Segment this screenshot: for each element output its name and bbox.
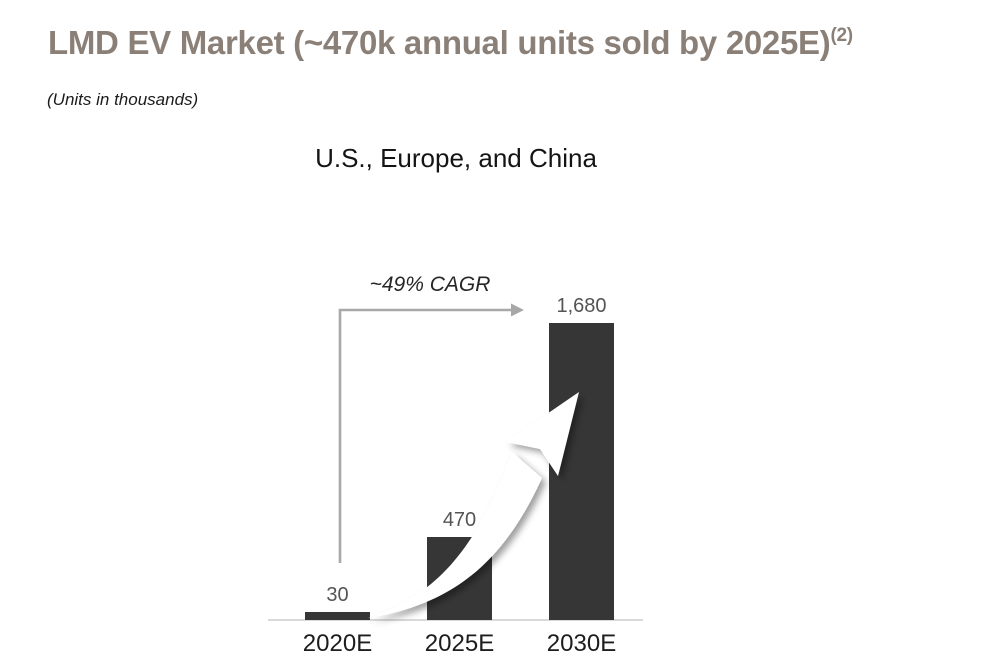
bar-2025e (427, 537, 492, 620)
x-tick-2025e: 2025E (424, 630, 495, 657)
bar-value-label: 470 (442, 509, 477, 531)
cagr-bracket-arrowhead-icon (511, 303, 524, 317)
bar-value-label: 30 (326, 584, 349, 606)
bar-group-2025e: 470 (427, 509, 492, 620)
cagr-annotation-label: ~49% CAGR (369, 273, 491, 296)
bar-2020e (305, 612, 370, 620)
page-title-text: LMD EV Market (~470k annual units sold b… (48, 24, 831, 61)
footnote-reference: (2) (830, 25, 853, 46)
bar-group-2020e: 30 (305, 584, 370, 620)
x-tick-2030e: 2030E (546, 630, 617, 657)
units-note: (Units in thousands) (47, 90, 199, 109)
chart-title: U.S., Europe, and China (315, 143, 597, 173)
bar-2030e (549, 323, 614, 620)
bar-value-label: 1,680 (556, 295, 607, 317)
x-tick-2020e: 2020E (302, 630, 373, 657)
x-axis-line (268, 619, 643, 621)
bar-group-2030e: 1,680 (549, 295, 614, 620)
page-title: LMD EV Market (~470k annual units sold b… (48, 24, 853, 62)
